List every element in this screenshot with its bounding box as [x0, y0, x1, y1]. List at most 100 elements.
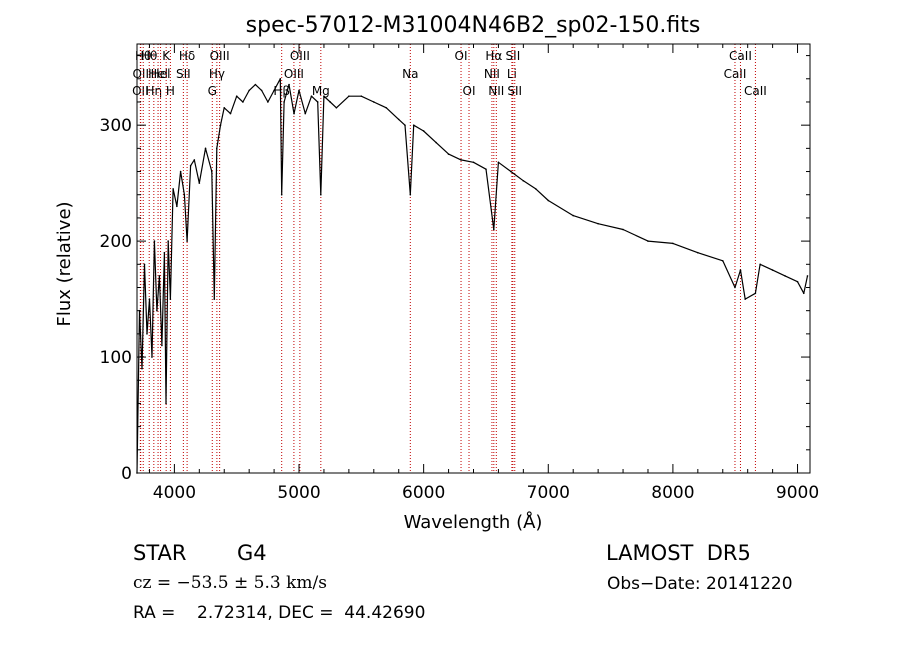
data-point-61	[460, 159, 462, 161]
data-point-84	[796, 280, 799, 283]
data-point-58	[422, 130, 425, 132]
line-label-20: OI	[463, 84, 476, 98]
data-point-18	[183, 193, 186, 196]
x-tick-label-0: 4000	[153, 483, 196, 503]
data-point-43	[304, 112, 307, 115]
data-point-71	[597, 222, 599, 225]
line-label-18: Na	[402, 67, 418, 81]
data-point-73	[647, 240, 649, 242]
data-point-36	[273, 89, 275, 92]
data-point-74	[672, 242, 674, 245]
data-point-51	[360, 95, 363, 97]
data-point-65	[497, 161, 500, 164]
line-label-13: OIII	[210, 49, 230, 63]
data-point-85	[802, 292, 805, 295]
data-point-24	[210, 170, 213, 173]
data-point-35	[267, 101, 269, 103]
data-point-54	[397, 118, 400, 121]
y-axis-label: Flux (relative)	[54, 201, 75, 326]
data-point-50	[348, 95, 350, 97]
redshift-velocity: cz = −53.5 ± 5.3 km/s	[133, 573, 327, 593]
data-point-25	[213, 298, 216, 300]
data-point-29	[229, 112, 232, 115]
line-label-27: CaII	[724, 67, 747, 81]
data-point-57	[412, 124, 415, 126]
line-label-19: OI	[455, 49, 468, 63]
line-label-8: H	[166, 84, 175, 98]
data-point-39	[283, 101, 285, 103]
data-point-13	[167, 240, 169, 242]
data-point-45	[316, 101, 319, 103]
data-point-16	[176, 205, 178, 208]
line-label-12: Hγ	[209, 67, 225, 81]
data-point-40	[288, 83, 290, 86]
data-point-19	[186, 240, 188, 242]
data-point-72	[622, 228, 624, 231]
data-point-67	[522, 180, 525, 182]
chart-title: spec-57012-M31004N46B2_sp02-150.fits	[246, 13, 701, 38]
data-point-79	[744, 298, 746, 300]
data-point-28	[223, 106, 226, 109]
data-point-62	[472, 161, 475, 164]
data-point-20	[189, 164, 192, 167]
data-point-31	[242, 101, 244, 103]
data-point-26	[215, 147, 218, 150]
data-point-33	[254, 83, 257, 86]
data-point-22	[198, 182, 201, 184]
x-axis-label: Wavelength (Å)	[404, 511, 543, 533]
data-point-66	[510, 170, 512, 173]
line-label-26: SII	[507, 84, 522, 98]
axes: 4000 5000 6000 7000 8000 9000 0 100 200 300	[100, 44, 819, 503]
line-label-7: K	[162, 49, 171, 63]
data-point-17	[179, 170, 182, 173]
data-point-6	[151, 356, 153, 358]
spectrum-line-0	[136, 78, 809, 474]
data-point-75	[697, 251, 699, 254]
line-label-4: Hη	[146, 84, 163, 98]
data-point-80	[754, 292, 757, 295]
data-point-52	[372, 101, 375, 103]
data-point-47	[323, 95, 325, 97]
y-tick-label-2: 200	[100, 232, 132, 252]
object-class: STAR	[133, 541, 187, 565]
data-point-42	[298, 89, 300, 92]
data-point-44	[310, 95, 313, 97]
data-point-68	[535, 188, 537, 190]
data-point-37	[279, 77, 282, 80]
data-point-86	[806, 275, 809, 277]
data-point-55	[404, 124, 406, 126]
y-tick-label-0: 0	[121, 464, 132, 484]
data-point-27	[219, 124, 222, 126]
plot-frame	[136, 43, 811, 474]
data-point-76	[721, 260, 724, 262]
x-tick-label-5: 9000	[776, 483, 819, 503]
line-label-5: Hel	[148, 67, 168, 81]
data-point-48	[329, 101, 331, 103]
data-point-41	[293, 112, 295, 115]
line-label-11: G	[208, 84, 217, 98]
line-label-25: SII	[506, 49, 521, 63]
data-point-12	[165, 402, 167, 405]
data-point-63	[485, 168, 487, 171]
data-point-53	[385, 106, 388, 109]
x-tick-label-3: 7000	[527, 483, 570, 503]
data-point-78	[739, 269, 742, 271]
data-point-83	[784, 275, 786, 277]
data-point-7	[153, 240, 156, 242]
data-point-32	[248, 89, 250, 92]
data-point-38	[280, 193, 283, 196]
y-tick-label-1: 100	[100, 348, 132, 368]
data-point-2	[141, 367, 143, 370]
line-label-2: Hθ	[135, 49, 151, 63]
data-point-60	[447, 153, 450, 155]
data-point-11	[163, 251, 166, 254]
emission-line-markers: OIIOIIHθHθHηHelHelKHSIIHδGHγOIIIHβOIIIOI…	[132, 44, 767, 473]
data-point-9	[158, 275, 161, 277]
spectrum-series	[136, 77, 809, 474]
observation-date: Obs−Date: 20141220	[607, 574, 793, 594]
data-point-64	[493, 228, 495, 231]
data-point-30	[235, 95, 238, 97]
line-label-9: SII	[176, 67, 191, 81]
x-tick-label-2: 6000	[402, 483, 445, 503]
